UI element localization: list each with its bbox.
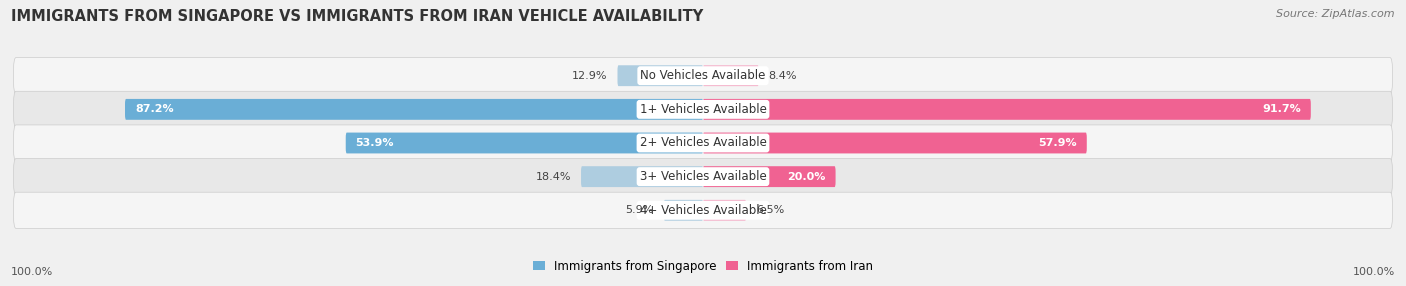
FancyBboxPatch shape — [664, 200, 703, 221]
FancyBboxPatch shape — [125, 99, 703, 120]
Text: 12.9%: 12.9% — [572, 71, 607, 81]
Text: 3+ Vehicles Available: 3+ Vehicles Available — [640, 170, 766, 183]
FancyBboxPatch shape — [14, 158, 1392, 195]
Text: 8.4%: 8.4% — [769, 71, 797, 81]
FancyBboxPatch shape — [703, 166, 835, 187]
Text: 100.0%: 100.0% — [1353, 267, 1395, 277]
Text: 100.0%: 100.0% — [11, 267, 53, 277]
FancyBboxPatch shape — [14, 91, 1392, 128]
FancyBboxPatch shape — [703, 200, 747, 221]
FancyBboxPatch shape — [703, 99, 1310, 120]
Text: Source: ZipAtlas.com: Source: ZipAtlas.com — [1277, 9, 1395, 19]
Legend: Immigrants from Singapore, Immigrants from Iran: Immigrants from Singapore, Immigrants fr… — [529, 255, 877, 277]
FancyBboxPatch shape — [346, 133, 703, 153]
FancyBboxPatch shape — [617, 65, 703, 86]
Text: 87.2%: 87.2% — [135, 104, 173, 114]
Text: 1+ Vehicles Available: 1+ Vehicles Available — [640, 103, 766, 116]
Text: 18.4%: 18.4% — [536, 172, 571, 182]
Text: 20.0%: 20.0% — [787, 172, 825, 182]
FancyBboxPatch shape — [14, 192, 1392, 228]
FancyBboxPatch shape — [703, 133, 1087, 153]
Text: 57.9%: 57.9% — [1038, 138, 1077, 148]
Text: 91.7%: 91.7% — [1263, 104, 1301, 114]
Text: 2+ Vehicles Available: 2+ Vehicles Available — [640, 136, 766, 150]
Text: 53.9%: 53.9% — [356, 138, 394, 148]
Text: 5.9%: 5.9% — [626, 205, 654, 215]
FancyBboxPatch shape — [703, 65, 759, 86]
FancyBboxPatch shape — [581, 166, 703, 187]
Text: IMMIGRANTS FROM SINGAPORE VS IMMIGRANTS FROM IRAN VEHICLE AVAILABILITY: IMMIGRANTS FROM SINGAPORE VS IMMIGRANTS … — [11, 9, 703, 23]
Text: No Vehicles Available: No Vehicles Available — [640, 69, 766, 82]
FancyBboxPatch shape — [14, 58, 1392, 94]
Text: 4+ Vehicles Available: 4+ Vehicles Available — [640, 204, 766, 217]
Text: 6.5%: 6.5% — [756, 205, 785, 215]
FancyBboxPatch shape — [14, 125, 1392, 161]
